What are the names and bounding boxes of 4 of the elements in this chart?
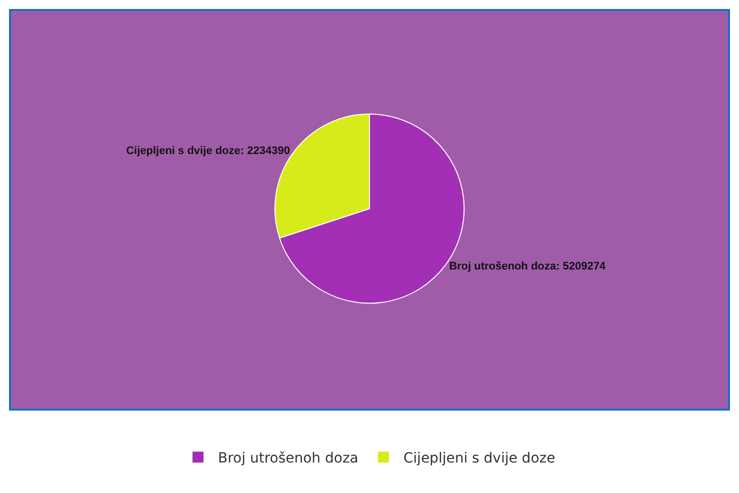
- data-label: Broj utrošenoh doza: 5209274: [449, 260, 606, 272]
- data-label: Cijepljeni s dvije doze: 2234390: [126, 145, 290, 158]
- legend-label: Cijepljeni s dvije doze: [403, 450, 556, 467]
- legend-label: Broj utrošenoh doza: [218, 450, 358, 467]
